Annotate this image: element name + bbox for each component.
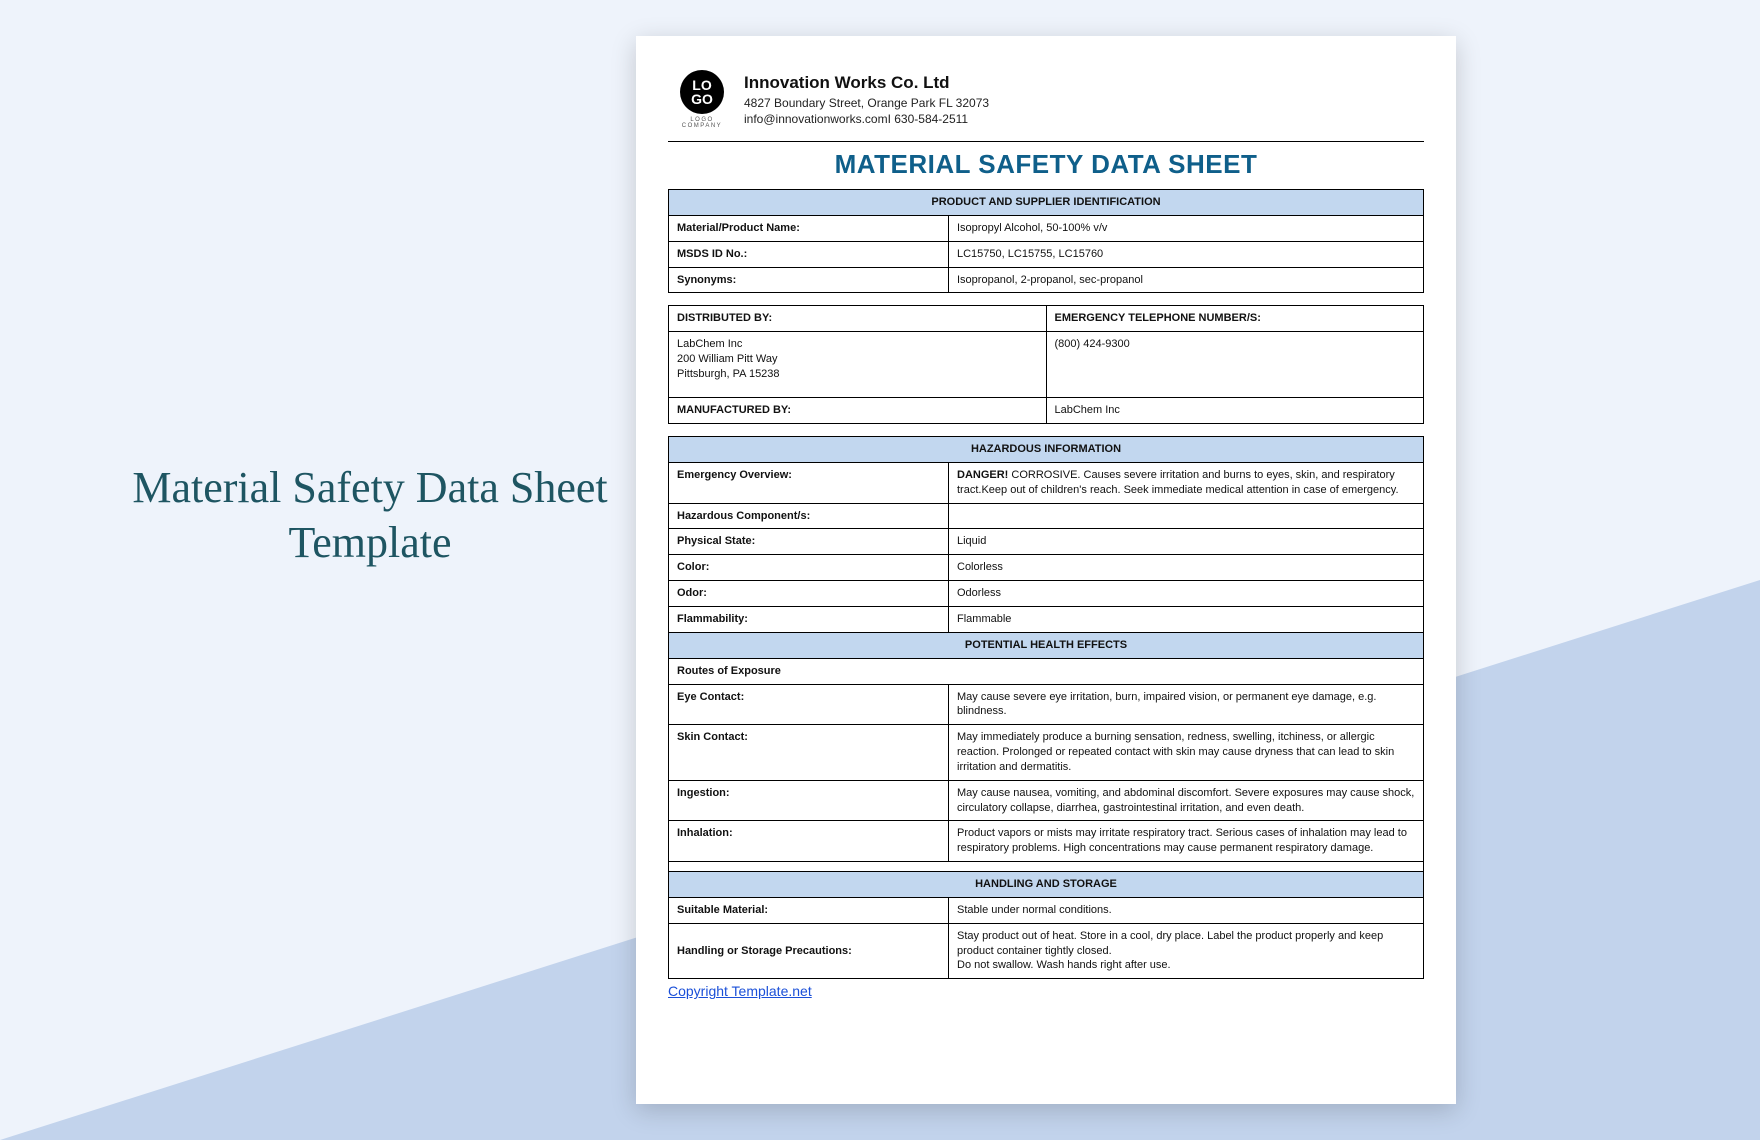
promo-title: Material Safety Data Sheet Template — [130, 460, 610, 570]
logo-line1: LO — [692, 78, 711, 92]
label: Skin Contact: — [669, 725, 949, 781]
company-address: 4827 Boundary Street, Orange Park FL 320… — [744, 95, 989, 111]
label: Material/Product Name: — [669, 215, 949, 241]
document-title: MATERIAL SAFETY DATA SHEET — [668, 141, 1424, 189]
overview-text: CORROSIVE. Causes severe irritation and … — [957, 469, 1399, 496]
manufactured-by-label: MANUFACTURED BY: — [669, 398, 1047, 424]
table-row: Synonyms:Isopropanol, 2-propanol, sec-pr… — [669, 267, 1424, 293]
label: Odor: — [669, 581, 949, 607]
emergency-overview-value: DANGER! CORROSIVE. Causes severe irritat… — [949, 462, 1424, 503]
logo-icon: LO GO — [680, 70, 724, 114]
label: Physical State: — [669, 529, 949, 555]
danger-word: DANGER! — [957, 469, 1008, 481]
section1-header: PRODUCT AND SUPPLIER IDENTIFICATION — [669, 190, 1424, 216]
value: Isopropanol, 2-propanol, sec-propanol — [949, 267, 1424, 293]
value: May immediately produce a burning sensat… — [949, 725, 1424, 781]
emergency-overview-label: Emergency Overview: — [669, 462, 949, 503]
label: Color: — [669, 555, 949, 581]
company-info: Innovation Works Co. Ltd 4827 Boundary S… — [744, 72, 989, 127]
table-row: Eye Contact:May cause severe eye irritat… — [669, 684, 1424, 725]
value: May cause severe eye irritation, burn, i… — [949, 684, 1424, 725]
value: Isopropyl Alcohol, 50-100% v/v — [949, 215, 1424, 241]
copyright-link[interactable]: Copyright Template.net — [668, 983, 812, 999]
value: Flammable — [949, 606, 1424, 632]
label: Hazardous Component/s: — [669, 503, 949, 529]
table-row: Flammability:Flammable — [669, 606, 1424, 632]
value: Odorless — [949, 581, 1424, 607]
section4-header: HANDLING AND STORAGE — [669, 872, 1424, 898]
value: Stay product out of heat. Store in a coo… — [949, 923, 1424, 979]
value: Product vapors or mists may irritate res… — [949, 821, 1424, 862]
table-row: Odor:Odorless — [669, 581, 1424, 607]
spacer-row — [669, 862, 1424, 872]
value: LC15750, LC15755, LC15760 — [949, 241, 1424, 267]
label: Suitable Material: — [669, 897, 949, 923]
manufactured-by-value: LabChem Inc — [1046, 398, 1424, 424]
emergency-phone-label: EMERGENCY TELEPHONE NUMBER/S: — [1046, 306, 1424, 332]
label: MSDS ID No.: — [669, 241, 949, 267]
table-row: Material/Product Name:Isopropyl Alcohol,… — [669, 215, 1424, 241]
section3-header: POTENTIAL HEALTH EFFECTS — [669, 632, 1424, 658]
distributed-by-value: LabChem Inc 200 William Pitt Way Pittsbu… — [669, 332, 1047, 398]
emergency-phone-value: (800) 424-9300 — [1046, 332, 1424, 398]
label: Ingestion: — [669, 780, 949, 821]
table-row: Routes of Exposure — [669, 658, 1424, 684]
company-contact: info@innovationworks.comI 630-584-2511 — [744, 111, 989, 127]
table-row: Suitable Material:Stable under normal co… — [669, 897, 1424, 923]
table-row: Inhalation:Product vapors or mists may i… — [669, 821, 1424, 862]
section-product-supplier: PRODUCT AND SUPPLIER IDENTIFICATION Mate… — [668, 189, 1424, 293]
company-name: Innovation Works Co. Ltd — [744, 72, 989, 95]
value: Stable under normal conditions. — [949, 897, 1424, 923]
value — [949, 503, 1424, 529]
value: May cause nausea, vomiting, and abdomina… — [949, 780, 1424, 821]
section2-header: HAZARDOUS INFORMATION — [669, 437, 1424, 463]
table-row: Ingestion:May cause nausea, vomiting, an… — [669, 780, 1424, 821]
value: Colorless — [949, 555, 1424, 581]
document-page: LO GO LOGO COMPANY Innovation Works Co. … — [636, 36, 1456, 1104]
table-row: MSDS ID No.:LC15750, LC15755, LC15760 — [669, 241, 1424, 267]
logo-block: LO GO LOGO COMPANY — [674, 70, 730, 129]
table-row: Physical State:Liquid — [669, 529, 1424, 555]
section-hazardous: HAZARDOUS INFORMATION Emergency Overview… — [668, 436, 1424, 979]
value: Liquid — [949, 529, 1424, 555]
label: Eye Contact: — [669, 684, 949, 725]
label: Synonyms: — [669, 267, 949, 293]
logo-subtext: LOGO COMPANY — [674, 117, 730, 129]
routes-label: Routes of Exposure — [669, 658, 1424, 684]
label: Inhalation: — [669, 821, 949, 862]
table-row: Handling or Storage Precautions:Stay pro… — [669, 923, 1424, 979]
table-row: Hazardous Component/s: — [669, 503, 1424, 529]
letterhead: LO GO LOGO COMPANY Innovation Works Co. … — [668, 66, 1424, 141]
distributed-by-label: DISTRIBUTED BY: — [669, 306, 1047, 332]
section-distribution: DISTRIBUTED BY: EMERGENCY TELEPHONE NUMB… — [668, 305, 1424, 424]
table-row: Color:Colorless — [669, 555, 1424, 581]
table-row: Skin Contact:May immediately produce a b… — [669, 725, 1424, 781]
label: Handling or Storage Precautions: — [669, 923, 949, 979]
logo-line2: GO — [691, 92, 713, 106]
label: Flammability: — [669, 606, 949, 632]
table-row: Emergency Overview: DANGER! CORROSIVE. C… — [669, 462, 1424, 503]
